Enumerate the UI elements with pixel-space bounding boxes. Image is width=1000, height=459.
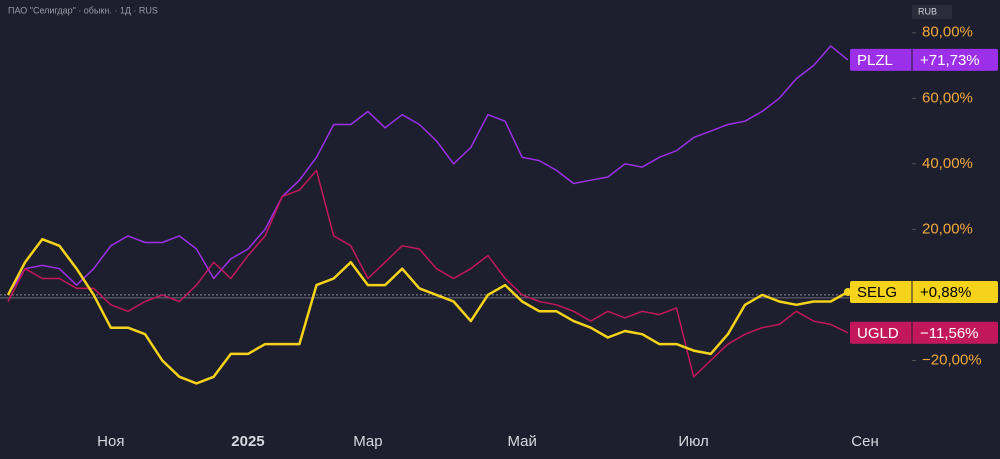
x-tick-label: Мар <box>353 433 382 450</box>
y-tick-label: 20,00% <box>922 220 973 237</box>
x-tick-label: Ноя <box>97 433 124 450</box>
x-tick-label: Май <box>508 433 537 450</box>
tag-name: PLZL <box>857 52 893 69</box>
y-tick-label: −20,00% <box>922 351 982 368</box>
y-tick-label: 60,00% <box>922 89 973 106</box>
tag-name: UGLD <box>857 325 899 342</box>
x-tick-label: Сен <box>851 433 878 450</box>
y-tick-label: 80,00% <box>922 24 973 41</box>
currency: RUB <box>918 6 937 16</box>
tag-box <box>850 281 998 304</box>
tag-name: SELG <box>857 284 897 301</box>
series-line <box>7 169 849 378</box>
series-line <box>7 45 849 296</box>
tag-box <box>850 48 998 71</box>
currency-box <box>912 5 952 19</box>
x-tick-label: Июл <box>678 433 708 450</box>
tag-value: +0,88% <box>920 284 971 301</box>
chart-title: ПАО "Селигдар" · обыкн. · 1Д · RUS <box>8 5 158 15</box>
y-tick-label: 40,00% <box>922 155 973 172</box>
tag-value: −11,56% <box>920 325 979 342</box>
end-dot <box>843 288 852 297</box>
x-tick-label: 2025 <box>231 433 264 450</box>
tag-box <box>850 321 998 344</box>
tag-value: +71,73% <box>920 52 980 69</box>
series-line <box>6 237 849 385</box>
